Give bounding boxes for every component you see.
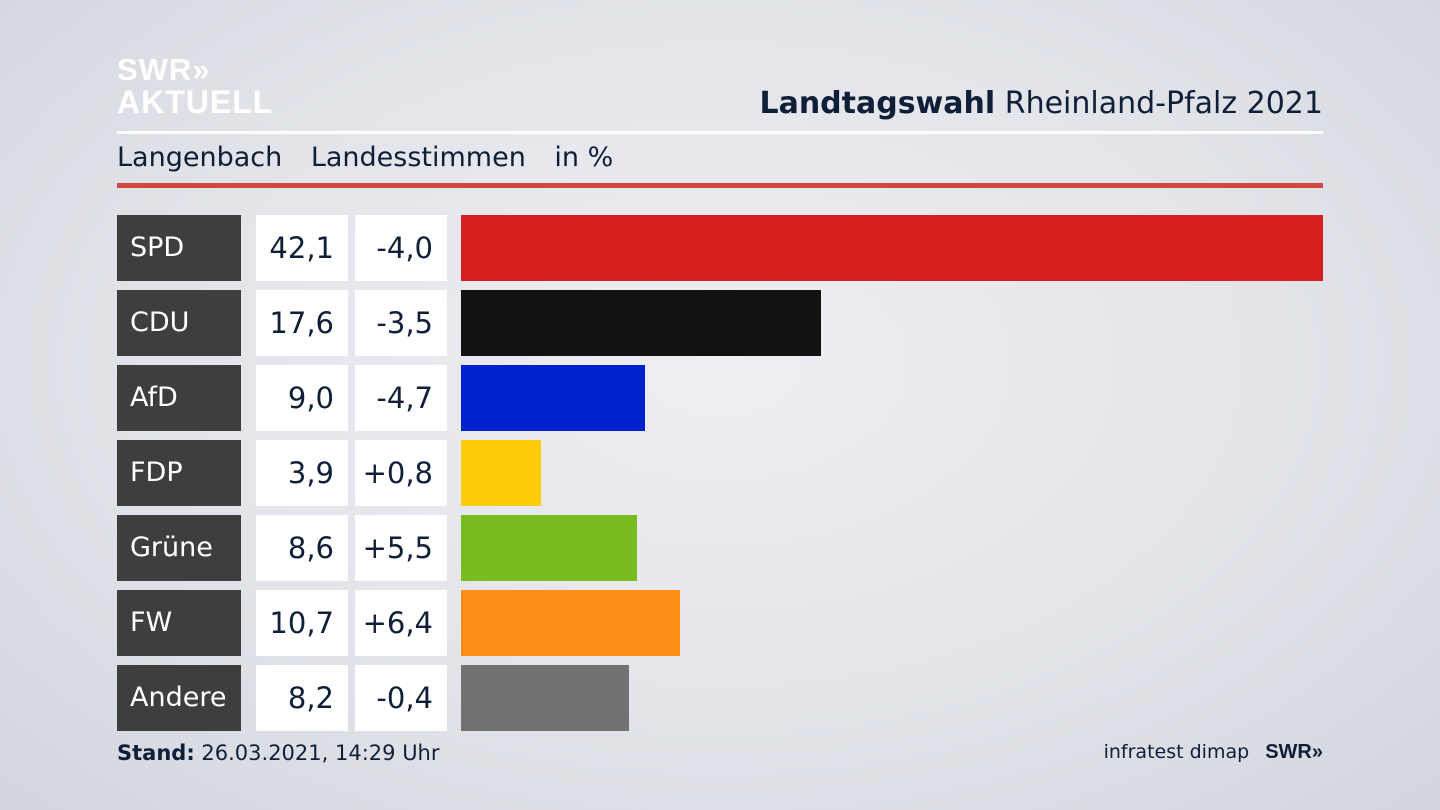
source-credit: infratest dimap SWR» (1104, 741, 1323, 764)
bar (461, 515, 637, 581)
value-label: 10,7 (256, 590, 348, 656)
swr-aktuell-logo: SWR» AKTUELL (117, 54, 273, 119)
value-label: 8,6 (256, 515, 348, 581)
stand-label: Stand: (117, 741, 195, 765)
timestamp: Stand: 26.03.2021, 14:29 Uhr (117, 741, 440, 765)
bar (461, 365, 645, 431)
subtitle: Langenbach Landesstimmen in % (117, 142, 633, 173)
subtitle-place: Langenbach (117, 142, 283, 173)
chart-row: AfD 9,0 -4,7 (117, 365, 1323, 431)
chart-row: SPD 42,1 -4,0 (117, 215, 1323, 281)
party-label: SPD (117, 215, 241, 281)
bar (461, 590, 680, 656)
change-label: -4,0 (355, 215, 447, 281)
title-bold: Landtagswahl (759, 86, 996, 121)
value-label: 3,9 (256, 440, 348, 506)
party-label: AfD (117, 365, 241, 431)
bar (461, 440, 541, 506)
bar (461, 665, 629, 731)
change-label: +0,8 (355, 440, 447, 506)
title-rest: Rheinland-Pfalz 2021 (1004, 86, 1323, 121)
party-label: CDU (117, 290, 241, 356)
chart-row: Andere 8,2 -0,4 (117, 665, 1323, 731)
chart-row: FDP 3,9 +0,8 (117, 440, 1323, 506)
logo-line-1: SWR» (117, 52, 211, 87)
page-title: Landtagswahl Rheinland-Pfalz 2021 (759, 86, 1323, 121)
stand-value: 26.03.2021, 14:29 Uhr (201, 741, 440, 765)
swr-brand-logo: SWR» (1265, 741, 1323, 763)
subtitle-divider (117, 183, 1323, 188)
change-label: +6,4 (355, 590, 447, 656)
value-label: 17,6 (256, 290, 348, 356)
value-label: 8,2 (256, 665, 348, 731)
logo-line-2: AKTUELL (117, 84, 274, 120)
bar (461, 290, 821, 356)
party-label: Grüne (117, 515, 241, 581)
change-label: -4,7 (355, 365, 447, 431)
subtitle-measure: Landesstimmen (310, 142, 526, 173)
change-label: -0,4 (355, 665, 447, 731)
header-divider (117, 131, 1323, 134)
subtitle-unit: in % (554, 142, 614, 173)
party-label: FW (117, 590, 241, 656)
chart-row: Grüne 8,6 +5,5 (117, 515, 1323, 581)
chart-row: CDU 17,6 -3,5 (117, 290, 1323, 356)
chart-row: FW 10,7 +6,4 (117, 590, 1323, 656)
source-label: infratest dimap (1103, 741, 1250, 763)
party-label: Andere (117, 665, 241, 731)
value-label: 42,1 (256, 215, 348, 281)
change-label: -3,5 (355, 290, 447, 356)
value-label: 9,0 (256, 365, 348, 431)
change-label: +5,5 (355, 515, 447, 581)
party-label: FDP (117, 440, 241, 506)
bar (461, 215, 1323, 281)
